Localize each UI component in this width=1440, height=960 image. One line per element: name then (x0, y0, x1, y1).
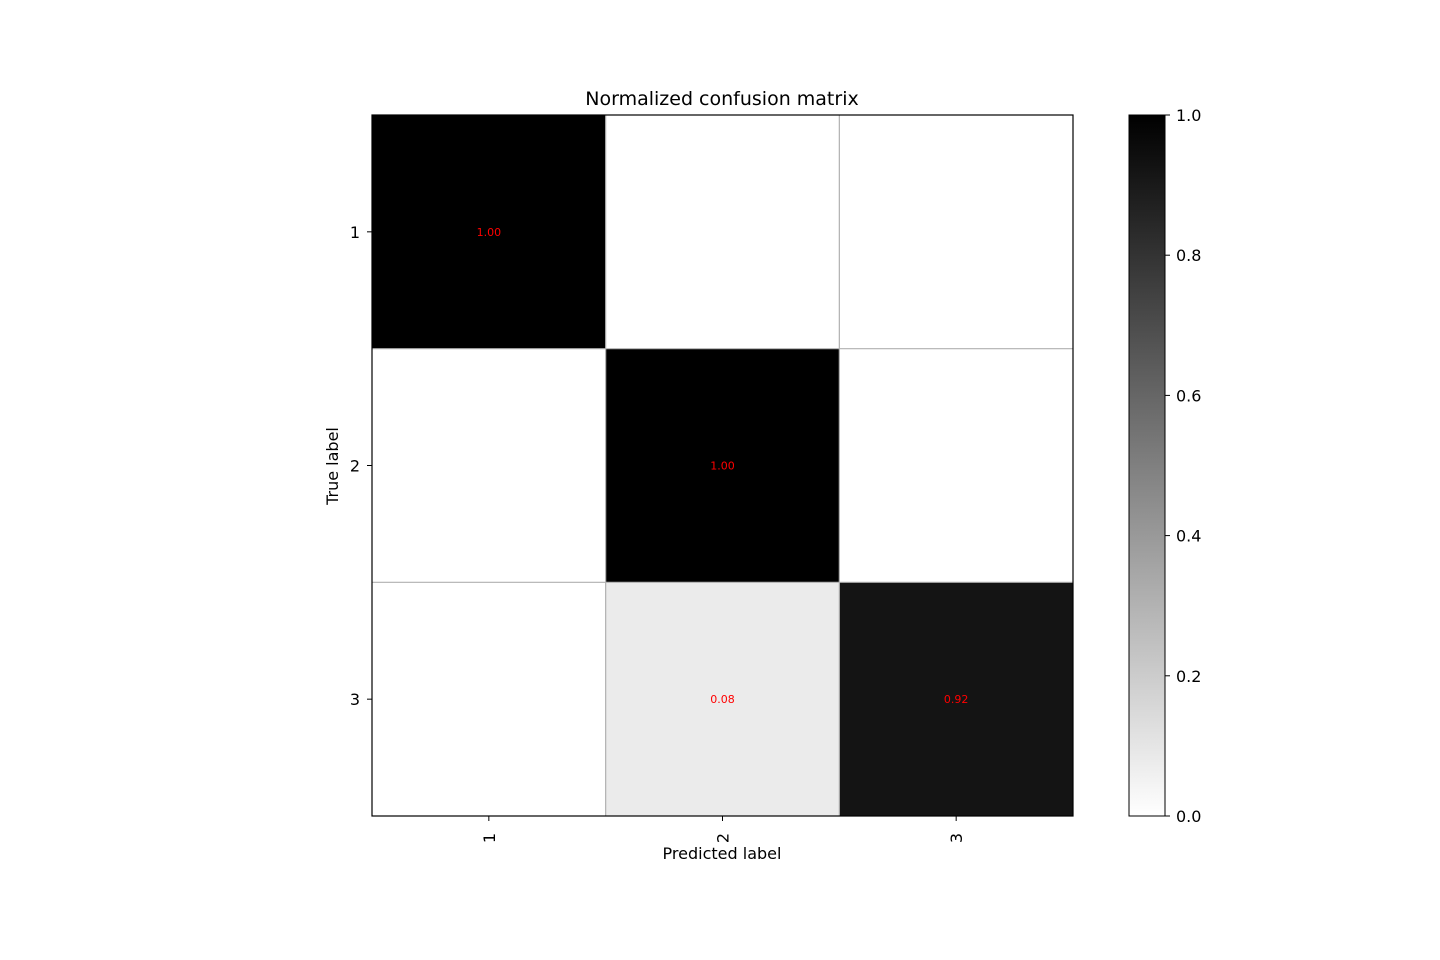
colorbar-tick-label: 0.2 (1176, 667, 1201, 686)
y-tick-label: 3 (350, 690, 360, 709)
cell-value-label: 0.08 (710, 693, 735, 706)
colorbar-tick-label: 0.8 (1176, 246, 1201, 265)
heatmap-cell-r1-c3 (839, 115, 1073, 349)
heatmap-cell-labels: 1.00 1.00 0.08 0.92 (477, 226, 969, 706)
heatmap-cell-r3-c2 (605, 582, 840, 816)
x-tick-label: 1 (480, 833, 499, 843)
x-tick-label: 2 (714, 833, 733, 843)
y-axis-label: True label (323, 427, 342, 506)
y-tick-label: 1 (350, 223, 360, 242)
cell-value-label: 1.00 (477, 226, 502, 239)
colorbar-tick-label: 0.6 (1176, 386, 1201, 405)
heatmap-cell-r3-c1 (372, 582, 606, 816)
y-tick-label: 2 (350, 457, 360, 476)
heatmap-cell-r3-c3 (839, 582, 1073, 816)
colorbar-tick-label: 0.0 (1176, 807, 1201, 826)
y-axis-ticks: 1 2 3 (350, 223, 372, 709)
x-tick-label: 3 (947, 833, 966, 843)
colorbar (1128, 114, 1166, 817)
heatmap-gridlines (372, 115, 1073, 816)
heatmap-cell-r2-c1 (372, 348, 606, 583)
heatmap-cell-r2-c3 (839, 348, 1073, 583)
cell-value-label: 1.00 (710, 460, 735, 473)
cell-value-label: 0.92 (944, 693, 969, 706)
x-axis-ticks: 1 2 3 (480, 816, 966, 843)
heatmap-cell-r1-c2 (605, 115, 840, 349)
x-axis-label: Predicted label (663, 844, 782, 863)
heatmap-cell-r1-c1 (372, 115, 606, 349)
colorbar-ticks: 0.0 0.2 0.4 0.6 0.8 1.0 (1165, 106, 1201, 826)
heatmap-cells (372, 115, 1073, 816)
chart-title: Normalized confusion matrix (585, 88, 858, 110)
heatmap-cell-r2-c2 (605, 348, 840, 583)
colorbar-tick-label: 1.0 (1176, 106, 1201, 125)
colorbar-tick-label: 0.4 (1176, 527, 1201, 546)
